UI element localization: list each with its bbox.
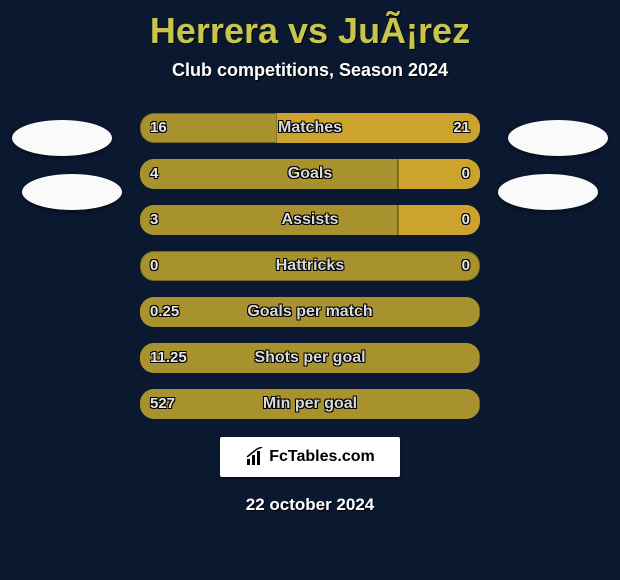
stat-fill-left (140, 205, 398, 235)
stat-value-right: 21 (443, 113, 480, 143)
stat-fill-left (140, 159, 398, 189)
stat-row: 11.25Shots per goal (0, 343, 620, 373)
stat-value-left: 3 (140, 205, 168, 235)
stat-row: 0.25Goals per match (0, 297, 620, 327)
stat-value-left: 0 (140, 251, 168, 281)
stat-row: 30Assists (0, 205, 620, 235)
stat-value-left: 0.25 (140, 297, 189, 327)
stat-bar-area (140, 251, 480, 281)
stat-value-right: 0 (452, 159, 480, 189)
stat-bar-area (140, 389, 480, 419)
stat-value-right: 0 (452, 251, 480, 281)
stat-row: 1621Matches (0, 113, 620, 143)
stat-row: 527Min per goal (0, 389, 620, 419)
branding-text: FcTables.com (269, 448, 375, 466)
stat-value-left: 16 (140, 113, 177, 143)
branding-plate: FcTables.com (220, 437, 400, 477)
stat-row: 40Goals (0, 159, 620, 189)
stat-fill-left (140, 389, 480, 419)
stat-row: 00Hattricks (0, 251, 620, 281)
branding-chart-icon (245, 447, 265, 467)
stat-value-left: 527 (140, 389, 185, 419)
stat-bar-area (140, 113, 480, 143)
comparison-root: Herrera vs JuÃ¡rez Club competitions, Se… (0, 0, 620, 580)
stat-bar-area (140, 205, 480, 235)
stat-rows: 1621Matches40Goals30Assists00Hattricks0.… (0, 113, 620, 419)
comparison-date: 22 october 2024 (0, 495, 620, 515)
page-title: Herrera vs JuÃ¡rez (0, 0, 620, 52)
stat-value-right: 0 (452, 205, 480, 235)
stat-fill-left (140, 297, 480, 327)
page-subtitle: Club competitions, Season 2024 (0, 60, 620, 81)
stat-value-left: 4 (140, 159, 168, 189)
stat-bar-area (140, 297, 480, 327)
stat-value-left: 11.25 (140, 343, 197, 373)
stat-bar-area (140, 159, 480, 189)
